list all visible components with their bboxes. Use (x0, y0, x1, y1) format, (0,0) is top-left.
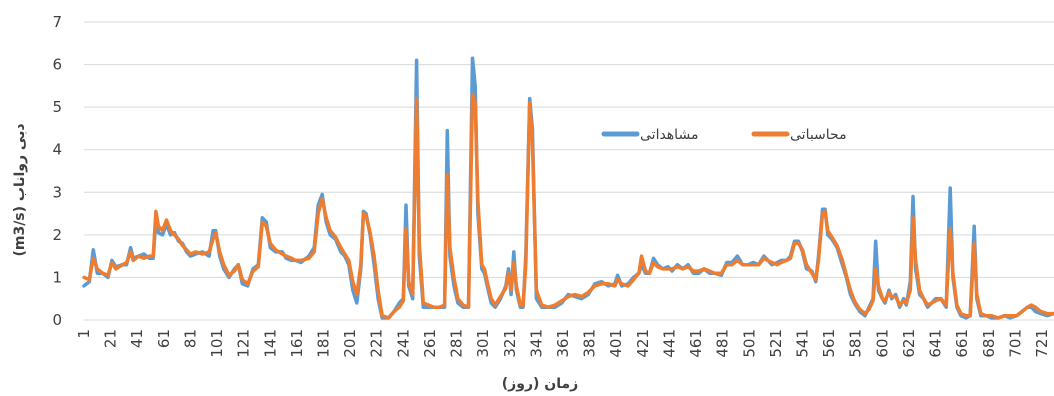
x-tick-label: 281 (448, 329, 466, 358)
series-line-observed (82, 56, 1054, 320)
series-lines (82, 56, 1054, 320)
x-tick-label: 421 (634, 329, 652, 358)
x-tick-label: 581 (847, 329, 865, 358)
x-tick-label: 161 (288, 329, 306, 358)
x-tick-label: 501 (740, 329, 758, 358)
x-tick-label: 21 (102, 329, 120, 348)
x-tick-label: 361 (554, 329, 572, 358)
x-tick-label: 401 (607, 329, 625, 358)
x-tick-label: 301 (474, 329, 492, 358)
x-tick-label: 261 (421, 329, 439, 358)
x-tick-label: 681 (980, 329, 998, 358)
x-tick-label: 1 (75, 329, 93, 339)
y-tick-label: 4 (52, 141, 62, 159)
gridlines (84, 21, 1054, 278)
y-tick-labels: 0 1 2 3 4 5 6 7 (52, 13, 62, 329)
x-tick-labels: 1 21 41 61 81 101 121 141 161 181 201 221 241 261 281 3… (75, 329, 1051, 358)
y-tick-label: 6 (52, 56, 62, 74)
x-tick-label: 61 (155, 329, 173, 348)
legend: مشاهداتی محاسباتی (601, 127, 847, 143)
x-tick-label: 321 (501, 329, 519, 358)
x-axis-title: زمان (روز) (502, 376, 578, 392)
legend-label-observed: مشاهداتی (640, 127, 698, 143)
x-tick-label: 521 (767, 329, 785, 358)
y-axis-title: دبی رواناب (m3/s) (12, 123, 28, 256)
x-tick-label: 661 (953, 329, 971, 358)
x-tick-label: 41 (128, 329, 146, 348)
x-tick-label: 381 (581, 329, 599, 358)
y-tick-label: 7 (52, 13, 62, 31)
x-tick-label: 341 (527, 329, 545, 358)
x-tick-label: 701 (1006, 329, 1024, 358)
x-tick-label: 621 (900, 329, 918, 358)
series-line-computed (82, 92, 1054, 320)
x-tick-label: 221 (368, 329, 386, 358)
legend-label-computed: محاسباتی (790, 127, 847, 143)
x-tick-label: 721 (1033, 329, 1051, 358)
x-tick-label: 201 (341, 329, 359, 358)
y-tick-label: 1 (52, 268, 62, 286)
x-tick-label: 641 (927, 329, 945, 358)
x-tick-label: 561 (820, 329, 838, 358)
x-tick-label: 441 (660, 329, 678, 358)
y-tick-label: 5 (52, 98, 62, 116)
x-tick-label: 121 (235, 329, 253, 358)
y-tick-label: 3 (52, 183, 62, 201)
x-tick-label: 541 (794, 329, 812, 358)
x-tick-label: 241 (394, 329, 412, 358)
x-tick-label: 141 (261, 329, 279, 358)
y-tick-label: 0 (52, 311, 62, 329)
x-tick-label: 481 (714, 329, 732, 358)
x-tick-label: 461 (687, 329, 705, 358)
y-tick-label: 2 (52, 226, 62, 244)
x-tick-label: 181 (315, 329, 333, 358)
x-tick-label: 81 (181, 329, 199, 348)
x-tick-label: 601 (873, 329, 891, 358)
x-tick-label: 101 (208, 329, 226, 358)
